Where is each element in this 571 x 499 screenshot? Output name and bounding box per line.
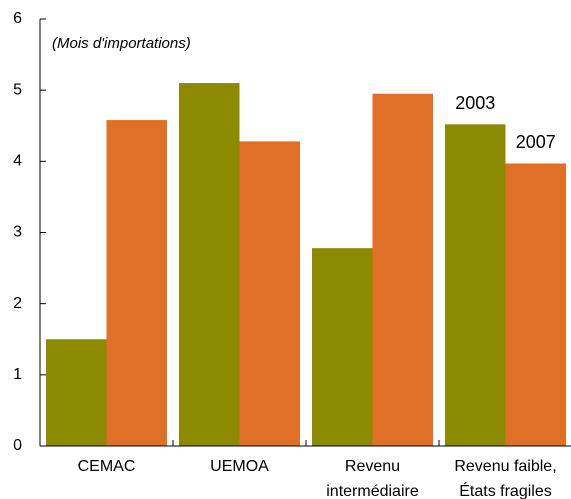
x-tick-label: Revenu <box>345 458 400 475</box>
bar <box>239 141 300 446</box>
bar <box>312 248 373 446</box>
y-tick-label: 5 <box>13 81 22 98</box>
chart-subtitle: (Mois d'importations) <box>52 35 191 52</box>
bar <box>372 93 433 446</box>
y-tick-label: 4 <box>13 153 22 170</box>
bar <box>445 124 506 447</box>
legend-label: 2007 <box>516 132 556 152</box>
x-tick-label: États fragiles <box>459 481 551 499</box>
bar <box>179 83 240 447</box>
x-tick-label: Revenu faible, <box>454 458 556 475</box>
y-tick-label: 6 <box>13 10 22 27</box>
x-tick-label: UEMOA <box>210 458 269 475</box>
bar <box>46 339 107 446</box>
legend-label: 2003 <box>455 93 495 113</box>
y-tick-label: 1 <box>13 366 22 383</box>
x-tick-label: CEMAC <box>78 458 136 475</box>
y-tick-label: 0 <box>13 437 22 454</box>
x-tick-label: intermédiaire <box>326 483 419 499</box>
bar <box>106 120 167 446</box>
y-tick-label: 2 <box>13 295 22 312</box>
y-tick-label: 3 <box>13 224 22 241</box>
bar <box>505 163 566 447</box>
